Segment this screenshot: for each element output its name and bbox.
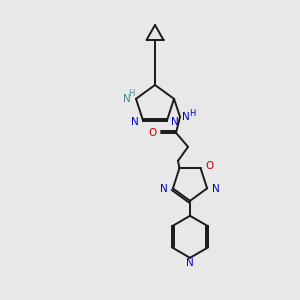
- Text: N: N: [186, 258, 194, 268]
- Text: N: N: [171, 117, 178, 127]
- Text: O: O: [206, 161, 214, 171]
- Text: H: H: [128, 89, 134, 98]
- Text: N: N: [160, 184, 168, 194]
- Text: N: N: [182, 112, 190, 122]
- Text: N: N: [131, 117, 139, 127]
- Text: N: N: [123, 94, 131, 104]
- Text: N: N: [212, 184, 220, 194]
- Text: H: H: [189, 109, 195, 118]
- Text: O: O: [149, 128, 157, 138]
